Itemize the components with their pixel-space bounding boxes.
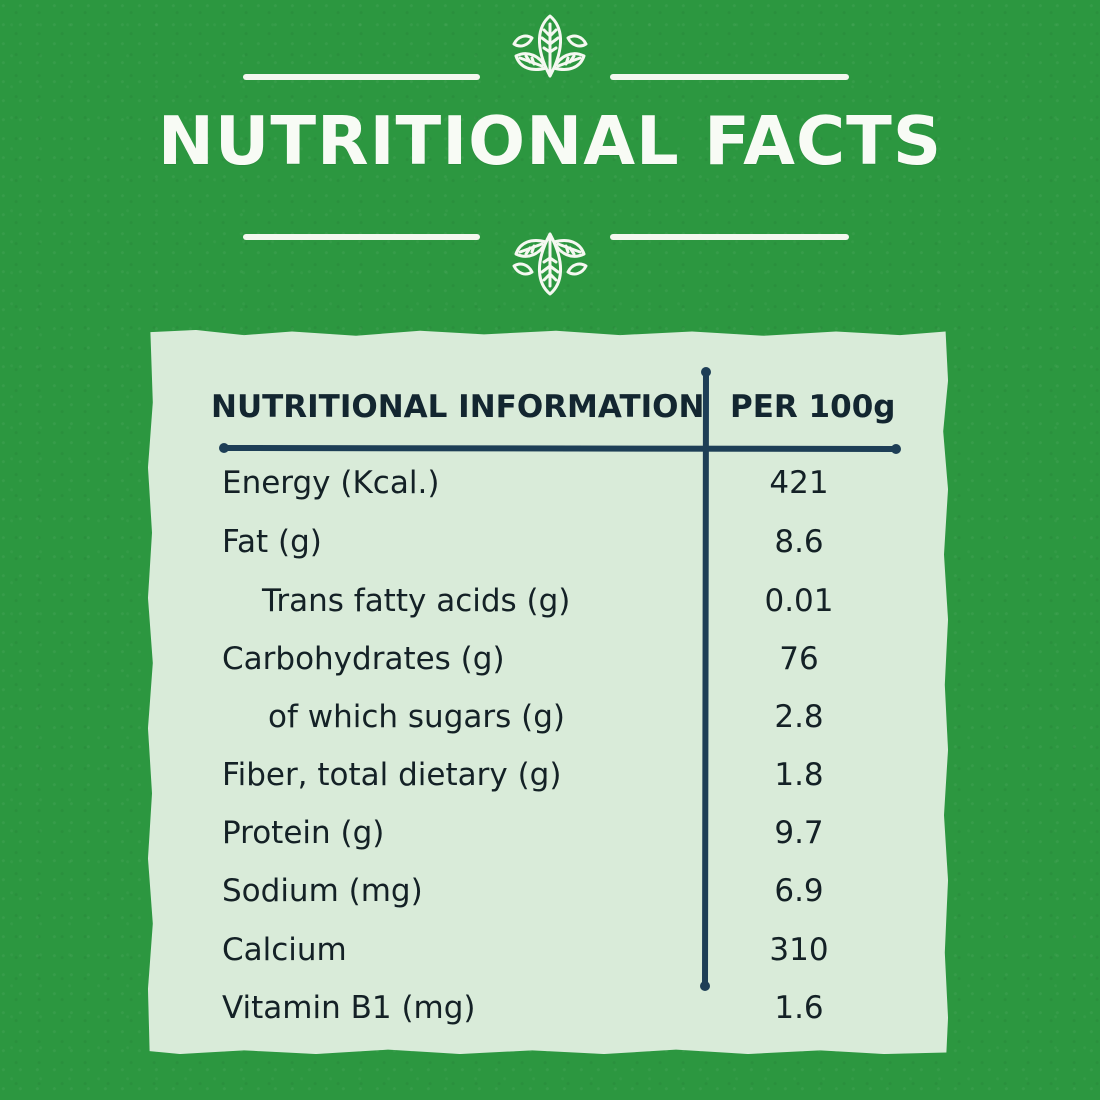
row-label-vitamin-b1: Vitamin B1 (mg): [222, 990, 476, 1026]
row-value-sugars: 2.8: [774, 699, 824, 735]
row-label-carbohydrates: Carbohydrates (g): [222, 641, 505, 677]
row-value-protein: 9.7: [774, 815, 824, 851]
page-title: NUTRITIONAL FACTS: [157, 102, 943, 180]
row-value-vitamin-b1: 1.6: [774, 990, 824, 1026]
row-value-carbohydrates: 76: [779, 641, 819, 677]
row-label-energy: Energy (Kcal.): [222, 465, 440, 501]
top-left-decorative-rule: [243, 74, 480, 80]
bottom-right-decorative-rule: [610, 234, 849, 240]
table-header-label: NUTRITIONAL INFORMATION: [211, 389, 705, 425]
row-label-calcium: Calcium: [222, 932, 347, 968]
row-value-trans-fatty-acids: 0.01: [764, 583, 834, 619]
row-value-sodium: 6.9: [774, 873, 824, 909]
row-value-calcium: 310: [769, 932, 829, 968]
table-header-value: PER 100g: [730, 389, 896, 425]
row-label-sugars: of which sugars (g): [268, 699, 565, 735]
row-label-protein: Protein (g): [222, 815, 385, 851]
row-value-fiber: 1.8: [774, 757, 824, 793]
bottom-left-decorative-rule: [243, 234, 480, 240]
leaf-cluster-icon: [512, 14, 588, 78]
row-label-fat: Fat (g): [222, 524, 322, 560]
row-value-fat: 8.6: [774, 524, 824, 560]
top-right-decorative-rule: [610, 74, 849, 80]
row-label-trans-fatty-acids: Trans fatty acids (g): [262, 583, 571, 619]
leaf-cluster-icon: [512, 232, 588, 296]
row-label-sodium: Sodium (mg): [222, 873, 423, 909]
row-value-energy: 421: [769, 465, 829, 501]
row-label-fiber: Fiber, total dietary (g): [222, 757, 562, 793]
